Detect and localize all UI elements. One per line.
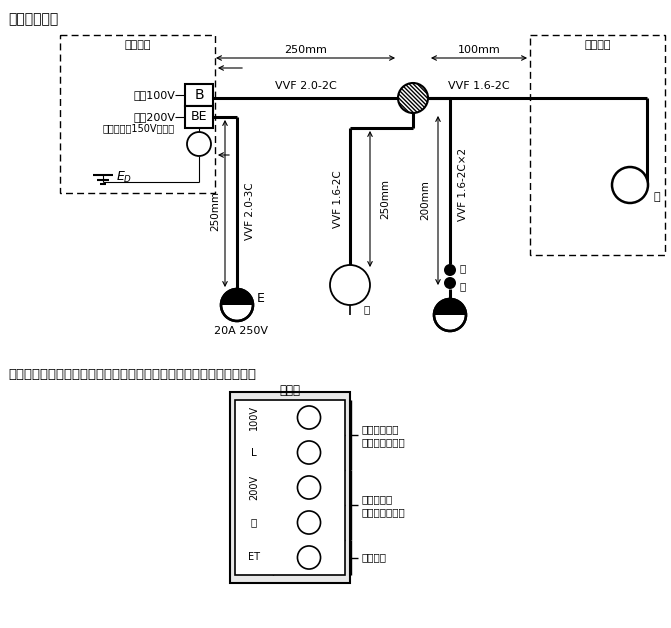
Text: （対地電圧150V以下）: （対地電圧150V以下）	[103, 123, 175, 133]
Circle shape	[330, 265, 370, 305]
Text: 20A 250V: 20A 250V	[214, 326, 268, 336]
Text: 図１．配線図: 図１．配線図	[8, 12, 58, 26]
Text: ２: ２	[251, 517, 257, 528]
Text: イ: イ	[364, 304, 370, 314]
Text: ロ: ロ	[653, 192, 660, 202]
Bar	[185, 84, 213, 106]
Text: VVF 2.0-2C: VVF 2.0-2C	[274, 81, 336, 91]
Wedge shape	[434, 299, 466, 315]
Text: E: E	[257, 293, 265, 305]
Circle shape	[221, 289, 253, 321]
Text: 施工省略: 施工省略	[584, 40, 611, 50]
Bar	[230, 392, 350, 583]
Text: $E_D$: $E_D$	[116, 170, 132, 185]
Circle shape	[297, 476, 321, 499]
Text: イ: イ	[460, 263, 466, 273]
Text: ロ: ロ	[460, 281, 466, 291]
Text: （２極２素子）: （２極２素子）	[361, 507, 405, 517]
Text: VVF 1.6-2C: VVF 1.6-2C	[448, 81, 510, 91]
Text: （２極１素子）: （２極１素子）	[361, 437, 405, 447]
Circle shape	[297, 406, 321, 429]
Circle shape	[434, 299, 466, 331]
Circle shape	[297, 546, 321, 569]
Bar	[60, 35, 215, 193]
Text: 配線用遮断器: 配線用遮断器	[361, 424, 399, 434]
Circle shape	[297, 441, 321, 464]
Text: 施工省略: 施工省略	[124, 40, 151, 50]
Text: VVF 1.6-2C×2: VVF 1.6-2C×2	[458, 148, 468, 220]
Text: VVF 1.6-2C: VVF 1.6-2C	[333, 170, 343, 228]
Text: 200mm: 200mm	[420, 181, 430, 220]
Text: L: L	[251, 448, 257, 458]
Bar	[235, 400, 345, 575]
Text: R: R	[343, 276, 354, 291]
Text: BE: BE	[191, 111, 207, 124]
Text: 100V: 100V	[249, 405, 259, 430]
Text: 電源200V: 電源200V	[133, 112, 175, 122]
Text: VVF 2.0-3C: VVF 2.0-3C	[245, 182, 255, 240]
Text: 接地端子: 接地端子	[361, 553, 386, 563]
Circle shape	[444, 264, 456, 276]
Text: 250mm: 250mm	[380, 179, 390, 219]
Text: B: B	[194, 88, 204, 102]
Text: 250mm: 250mm	[284, 45, 327, 55]
Text: 250mm: 250mm	[210, 191, 220, 231]
Circle shape	[187, 132, 211, 156]
Bar	[185, 106, 213, 128]
Circle shape	[444, 277, 456, 289]
Wedge shape	[221, 289, 253, 305]
Bar	[530, 35, 665, 255]
Text: ET: ET	[248, 553, 260, 563]
Circle shape	[612, 167, 648, 203]
Text: 100mm: 100mm	[458, 45, 501, 55]
Text: 電源100V: 電源100V	[133, 90, 175, 100]
Text: 200V: 200V	[249, 475, 259, 500]
Text: 端子台: 端子台	[280, 384, 301, 396]
Text: 漏電遮断器: 漏電遮断器	[361, 494, 393, 504]
Text: 図２．配線用遮断器、漏電遮断器及び接地端子代用の端子台の説明図: 図２．配線用遮断器、漏電遮断器及び接地端子代用の端子台の説明図	[8, 368, 256, 381]
Circle shape	[297, 511, 321, 534]
Circle shape	[398, 83, 428, 113]
